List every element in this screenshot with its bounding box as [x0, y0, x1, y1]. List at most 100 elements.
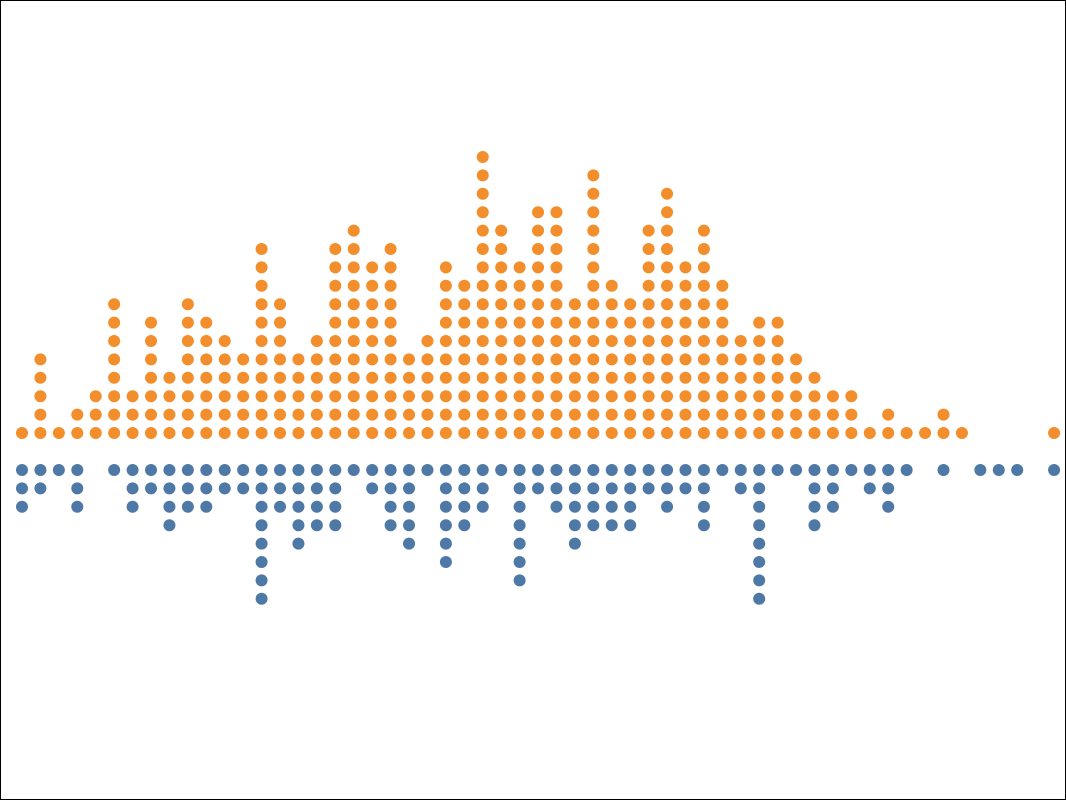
dot-s0-c37-3 [697, 371, 710, 384]
dot-s0-c7-2 [145, 390, 158, 403]
dot-s0-c32-3 [605, 371, 618, 384]
dot-s0-c37-0 [697, 427, 710, 439]
dot-s0-c46-0 [863, 427, 876, 439]
dot-s0-c38-3 [716, 371, 729, 384]
dot-s0-c31-6 [587, 316, 600, 329]
dot-s0-c11-5 [218, 335, 231, 347]
dot-s1-c47-2 [882, 500, 895, 513]
dot-s0-c35-9 [661, 261, 674, 274]
dot-s0-c14-1 [274, 408, 287, 421]
dot-s0-c7-6 [145, 316, 158, 329]
dot-s1-c9-0 [181, 464, 194, 476]
dot-s0-c47-0 [882, 427, 895, 439]
dot-s0-c26-1 [495, 408, 508, 421]
dot-s0-c25-11 [476, 224, 489, 237]
dot-s0-c30-4 [568, 353, 581, 366]
dot-s1-c40-4 [753, 537, 766, 550]
dot-s1-c27-1 [513, 482, 526, 495]
dot-s0-c4-1 [89, 408, 102, 421]
dot-s0-c35-8 [661, 279, 674, 292]
dot-s1-c18-0 [347, 464, 360, 476]
dot-s0-c5-4 [108, 353, 121, 366]
dot-s0-c24-0 [458, 427, 471, 439]
dot-s0-c15-2 [292, 390, 305, 403]
dot-s0-c38-4 [716, 353, 729, 366]
dot-s0-c27-5 [513, 335, 526, 347]
dot-s0-c29-8 [550, 279, 563, 292]
dot-s1-c40-1 [753, 482, 766, 495]
dot-s0-c41-1 [771, 408, 784, 421]
dot-s0-c14-7 [274, 298, 287, 311]
dot-s1-c33-1 [624, 482, 637, 495]
dot-s0-c37-1 [697, 408, 710, 421]
dot-s1-c40-0 [753, 464, 766, 476]
dot-s0-c17-8 [329, 279, 342, 292]
dot-s0-c9-6 [181, 316, 194, 329]
dot-s0-c43-2 [808, 390, 821, 403]
dot-s1-c27-0 [513, 464, 526, 476]
dot-s1-c33-0 [624, 464, 637, 476]
dot-s0-c28-12 [532, 206, 545, 219]
dot-s0-c20-9 [384, 261, 397, 274]
dot-s0-c34-9 [642, 261, 655, 274]
dot-s0-c26-3 [495, 371, 508, 384]
dot-s0-c10-1 [200, 408, 213, 421]
dot-s0-c29-7 [550, 298, 563, 311]
dot-s0-c25-8 [476, 279, 489, 292]
dot-s0-c4-2 [89, 390, 102, 403]
dot-s0-c2-0 [52, 427, 65, 439]
dot-s0-c32-0 [605, 427, 618, 439]
dot-s0-c27-7 [513, 298, 526, 311]
dot-s0-c33-3 [624, 371, 637, 384]
dot-s1-c10-2 [200, 500, 213, 513]
dot-s1-c37-2 [697, 500, 710, 513]
dot-s1-c42-0 [790, 464, 803, 476]
dot-s0-c31-12 [587, 206, 600, 219]
dot-s1-c1-0 [34, 464, 47, 476]
dot-s1-c32-3 [605, 519, 618, 532]
dot-s0-c20-10 [384, 243, 397, 255]
dot-s0-c16-2 [310, 390, 323, 403]
dot-s1-c30-0 [568, 464, 581, 476]
dot-s0-c9-5 [181, 335, 194, 347]
dot-s0-c27-4 [513, 353, 526, 366]
dot-s0-c29-1 [550, 408, 563, 421]
dot-s0-c41-4 [771, 353, 784, 366]
dot-s0-c20-3 [384, 371, 397, 384]
dot-s1-c34-1 [642, 482, 655, 495]
dot-s1-c20-2 [384, 500, 397, 513]
dot-s0-c18-2 [347, 390, 360, 403]
dot-s1-c23-2 [439, 500, 452, 513]
dot-s0-c23-7 [439, 298, 452, 311]
dot-s0-c28-11 [532, 224, 545, 237]
dot-s0-c30-0 [568, 427, 581, 439]
dot-s0-c7-1 [145, 408, 158, 421]
dot-s0-c17-6 [329, 316, 342, 329]
dot-s0-c19-6 [366, 316, 379, 329]
dot-s1-c40-6 [753, 574, 766, 587]
dot-s0-c23-9 [439, 261, 452, 274]
dot-s0-c17-3 [329, 371, 342, 384]
dot-s0-c7-0 [145, 427, 158, 439]
dot-s0-c43-0 [808, 427, 821, 439]
dot-s0-c8-0 [163, 427, 176, 439]
dot-s1-c39-1 [734, 482, 747, 495]
dot-s0-c18-6 [347, 316, 360, 329]
dot-s1-c6-1 [126, 482, 139, 495]
dot-s0-c41-3 [771, 371, 784, 384]
dot-s0-c35-12 [661, 206, 674, 219]
dot-s0-c48-0 [900, 427, 913, 439]
dot-s1-c17-1 [329, 482, 342, 495]
dot-s0-c28-6 [532, 316, 545, 329]
dot-s0-c29-6 [550, 316, 563, 329]
dot-s0-c12-0 [237, 427, 250, 439]
dot-s0-c29-0 [550, 427, 563, 439]
dot-s0-c38-7 [716, 298, 729, 311]
dot-s0-c10-5 [200, 335, 213, 347]
dot-s0-c34-10 [642, 243, 655, 255]
dot-s0-c40-0 [753, 427, 766, 439]
dot-s0-c39-3 [734, 371, 747, 384]
dot-s0-c6-2 [126, 390, 139, 403]
dot-s0-c11-2 [218, 390, 231, 403]
